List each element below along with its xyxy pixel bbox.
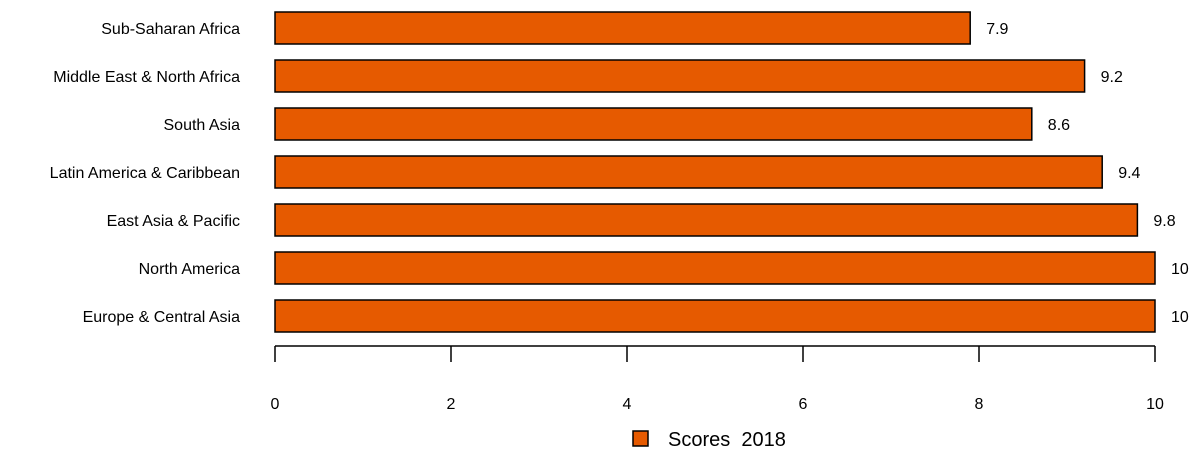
data-label: 10 — [1171, 309, 1189, 326]
category-label: Europe & Central Asia — [83, 309, 241, 326]
x-tick-label: 8 — [975, 396, 984, 413]
x-tick-label: 6 — [799, 396, 808, 413]
legend: Scores 2018 — [632, 429, 786, 451]
category-label: Middle East & North Africa — [53, 69, 240, 86]
category-label: Sub-Saharan Africa — [101, 21, 240, 38]
bar — [274, 107, 1033, 141]
bar — [274, 203, 1139, 237]
data-label: 8.6 — [1048, 117, 1070, 134]
category-label: South Asia — [164, 117, 241, 134]
data-label: 9.2 — [1101, 69, 1123, 86]
x-axis: 0 2 4 6 8 10 — [271, 345, 1164, 413]
data-label: 7.9 — [986, 21, 1008, 38]
bar — [274, 155, 1103, 189]
legend-swatch — [632, 430, 649, 447]
data-label: 9.4 — [1118, 165, 1140, 182]
data-label: 9.8 — [1153, 213, 1175, 230]
bars-group — [274, 11, 1156, 333]
x-tick-label: 2 — [447, 396, 456, 413]
legend-label: Scores 2018 — [668, 429, 786, 451]
x-tick-label: 4 — [623, 396, 632, 413]
category-label: North America — [139, 261, 240, 278]
x-tick-label: 10 — [1146, 396, 1164, 413]
category-label: Latin America & Caribbean — [50, 165, 240, 182]
value-labels: 7.9 9.2 8.6 9.4 9.8 10 10 — [986, 21, 1189, 326]
bar — [274, 299, 1156, 333]
bar — [274, 59, 1086, 93]
data-label: 10 — [1171, 261, 1189, 278]
x-tick-label: 0 — [271, 396, 280, 413]
bar — [274, 251, 1156, 285]
category-label: East Asia & Pacific — [107, 213, 240, 230]
bar — [274, 11, 971, 45]
category-labels: Sub-Saharan Africa Middle East & North Af… — [50, 21, 240, 326]
